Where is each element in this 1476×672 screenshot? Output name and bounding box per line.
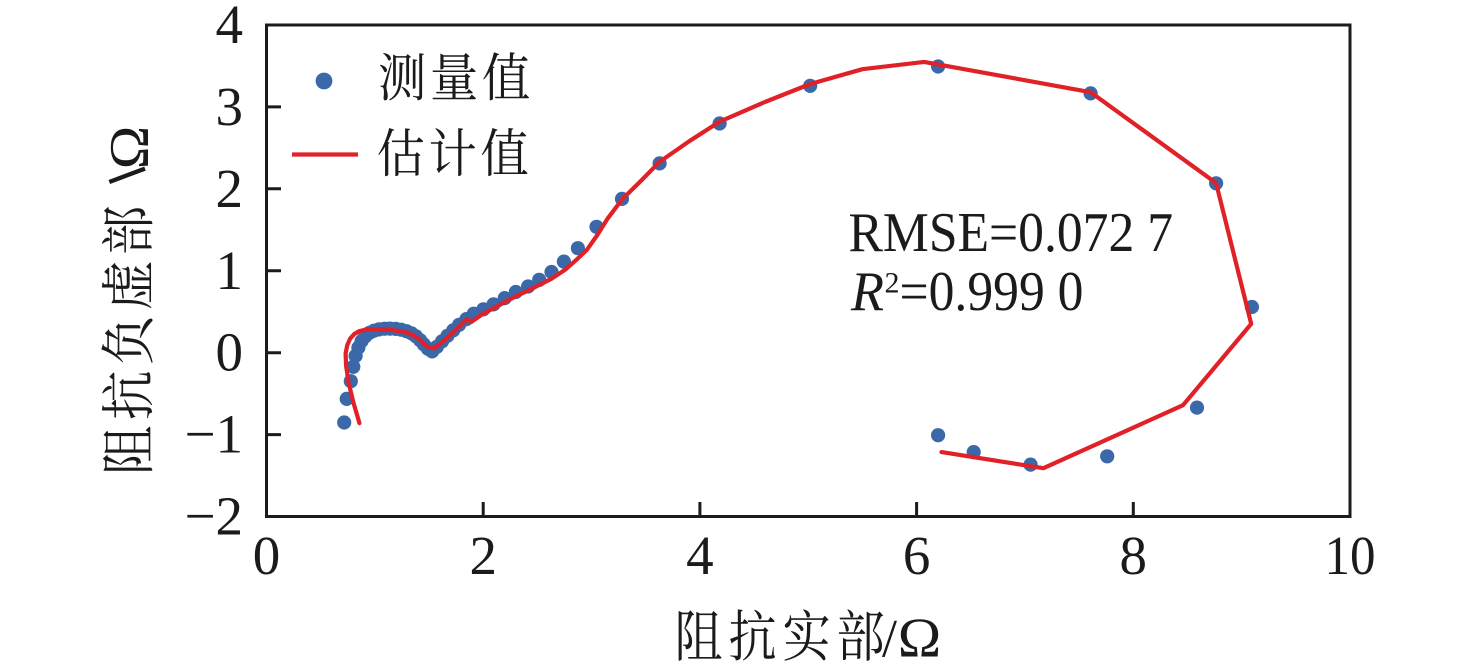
svg-text:10: 10 [1325, 525, 1376, 586]
svg-text:2: 2 [885, 267, 900, 300]
svg-text:6: 6 [903, 525, 931, 586]
svg-text:2: 2 [469, 525, 497, 586]
svg-text:−2: −2 [184, 486, 243, 547]
svg-text:3: 3 [216, 76, 244, 137]
svg-text:/: / [882, 608, 897, 668]
svg-text:4: 4 [686, 525, 714, 586]
svg-text:=0.999 0: =0.999 0 [900, 261, 1084, 323]
svg-text:Ω: Ω [898, 607, 942, 669]
svg-text:0: 0 [216, 322, 244, 383]
svg-text:8: 8 [1120, 525, 1148, 586]
svg-text:4: 4 [216, 0, 244, 55]
svg-text:Ω: Ω [99, 126, 161, 170]
svg-text:0: 0 [253, 525, 281, 586]
svg-text:−1: −1 [184, 404, 243, 465]
svg-text:R: R [850, 261, 884, 323]
svg-text:2: 2 [216, 158, 244, 219]
svg-text:RMSE=0.072 7: RMSE=0.072 7 [849, 202, 1174, 264]
svg-text:1: 1 [216, 240, 244, 301]
